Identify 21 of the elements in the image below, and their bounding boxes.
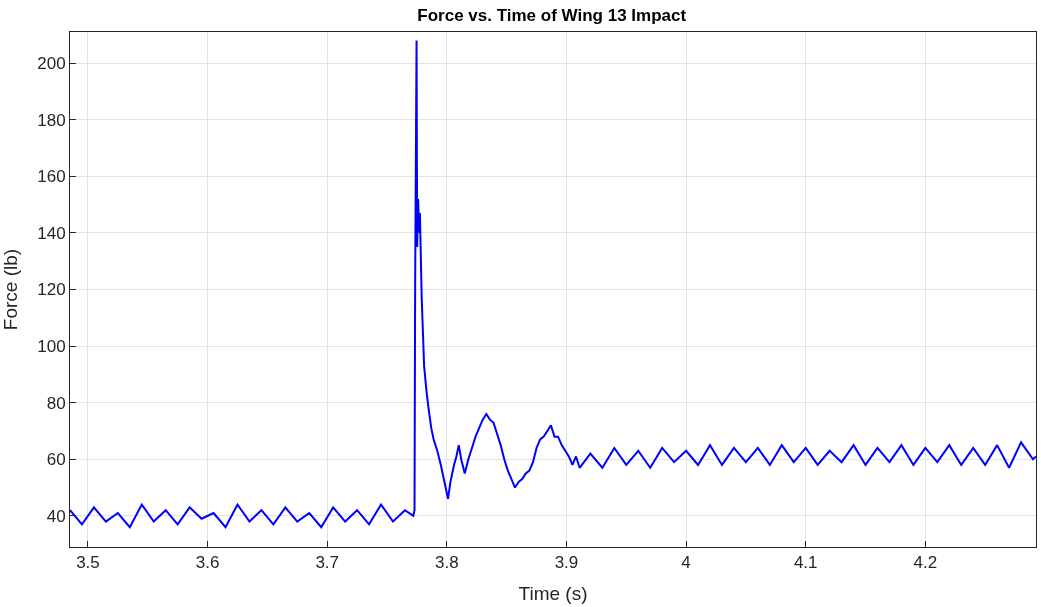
x-tick-label: 3.5 [76, 553, 100, 573]
y-tick-label: 40 [46, 506, 66, 526]
y-axis-title: Force (lb) [0, 248, 21, 331]
y-tick-label: 80 [46, 393, 66, 413]
x-tick-label: 3.6 [195, 553, 220, 573]
y-tick-label: 200 [37, 54, 66, 74]
line-series [70, 39, 1036, 529]
y-tick-label: 60 [46, 450, 66, 470]
x-tick-label: 4.1 [793, 553, 818, 573]
y-tick-label: 120 [37, 280, 66, 300]
x-tick-label: 4 [681, 553, 691, 573]
x-tick-label: 3.8 [435, 553, 459, 573]
y-tick-label: 160 [37, 167, 66, 187]
y-tick-label: 100 [37, 337, 66, 357]
x-tick-label: 3.9 [554, 553, 579, 573]
chart-title: Force vs. Time of Wing 13 Impact [417, 6, 687, 25]
y-tick-label: 180 [37, 110, 66, 130]
x-tick-label: 3.7 [315, 553, 340, 573]
x-axis-title: Time (s) [518, 583, 588, 605]
x-tick-label: 4.2 [913, 553, 938, 573]
y-tick-label: 140 [37, 223, 66, 243]
